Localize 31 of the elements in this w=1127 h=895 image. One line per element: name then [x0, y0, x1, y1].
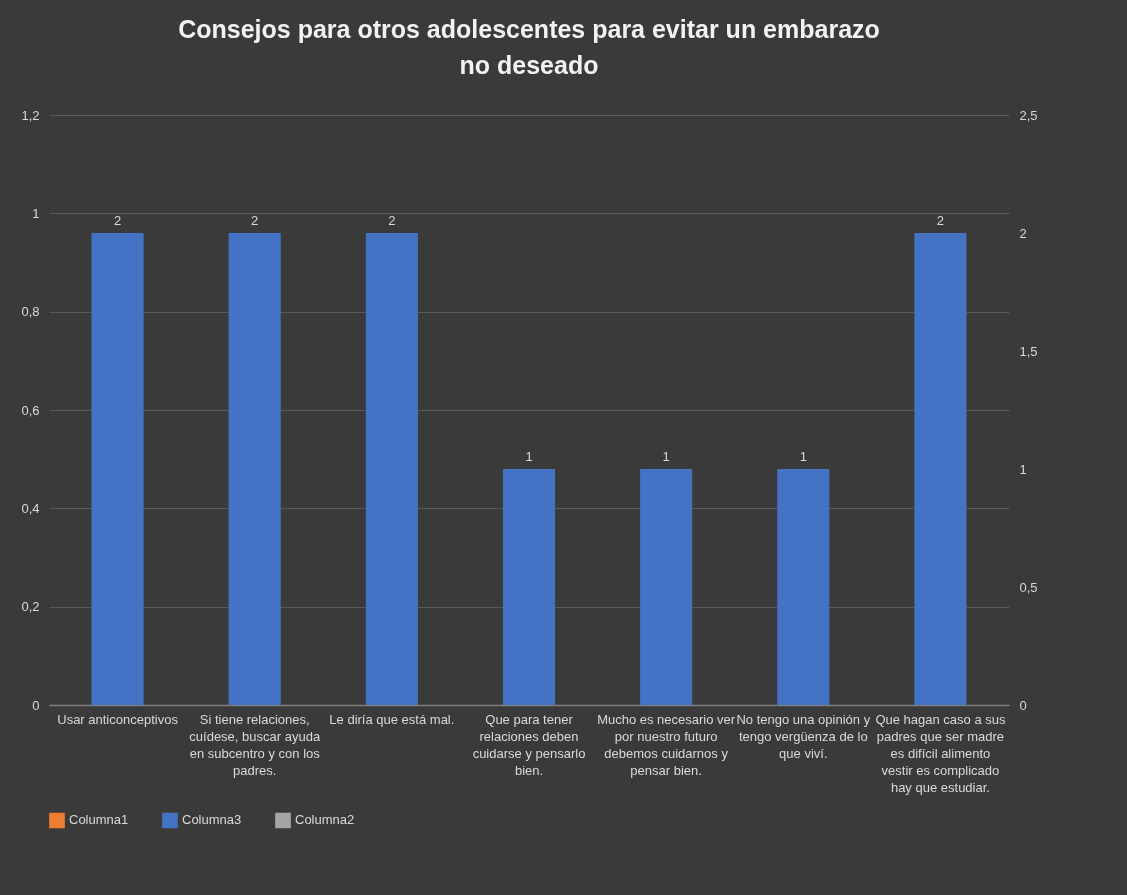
x-tick-label: Que hagan caso a sus padres que ser madre es difícil alimento vestir es complicado hay que estudiar.	[875, 711, 1006, 795]
legend-label: Columna2	[295, 812, 355, 828]
legend-label: Columna1	[69, 812, 129, 828]
y2-tick-label: 1	[1019, 461, 1027, 477]
x-tick-label: Si tiene relaciones, cuídese, buscar ayuda en subcentro y con los padres.	[189, 711, 321, 778]
chart-title: Consejos para otros adolescentes para evitar un embarazo no deseado	[178, 15, 880, 79]
data-label: 1	[799, 449, 807, 464]
y-tick-label: 0,2	[21, 599, 40, 615]
data-label: 1	[662, 449, 670, 464]
y2-tick-label: 2	[1019, 225, 1027, 241]
y-tick-label: 0,8	[21, 304, 40, 320]
data-label: 2	[388, 213, 396, 228]
y-tick-label: 1	[32, 205, 40, 221]
data-label: 2	[113, 213, 122, 228]
x-tick-label: Que para tener relaciones deben cuidarse y pensarlo bien.	[472, 711, 586, 778]
y2-tick-label: 0	[1019, 697, 1027, 713]
data-label: 2	[251, 213, 259, 228]
y2-tick-label: 0,5	[1019, 579, 1038, 595]
y-tick-label: 0,6	[21, 402, 40, 418]
data-label: 1	[525, 449, 533, 464]
y-tick-label: 1,2	[21, 107, 40, 123]
y2-tick-label: 1,5	[1019, 343, 1038, 359]
y2-tick-label: 2,5	[1019, 107, 1038, 123]
y-tick-label: 0,4	[21, 500, 40, 516]
x-tick-label: No tengo una opinión y tengo vergüenza de lo que viví.	[736, 711, 871, 761]
x-tick-label: Usar anticonceptivos	[57, 711, 179, 727]
data-label: 2	[936, 213, 945, 228]
legend-label: Columna3	[182, 812, 242, 828]
y-tick-label: 0	[32, 697, 40, 713]
x-tick-label: Mucho es necesario ver por nuestro futuro debemos cuidarnos y pensar bien.	[597, 711, 736, 778]
x-tick-label: Le diría que está mal.	[329, 711, 455, 727]
